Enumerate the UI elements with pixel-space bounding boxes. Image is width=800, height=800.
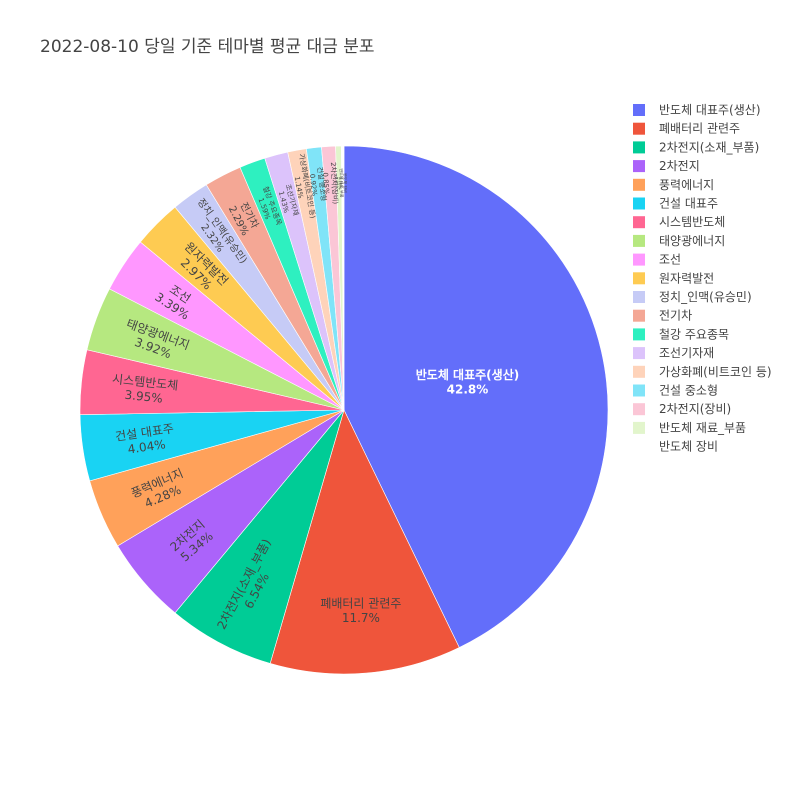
slice-label-8: 조선3.39% [152,278,199,323]
legend-label-0: 반도체 대표주(생산) [659,103,761,117]
legend-swatch-6 [633,216,645,229]
legend-label-18: 반도체 장비 [659,440,718,454]
legend-swatch-4 [633,178,645,191]
legend-swatch-8 [633,253,645,266]
legend-item-10[interactable]: 정치_인맥(유승민) [633,290,752,304]
legend-item-3[interactable]: 2차전지 [633,159,700,173]
legend-label-9: 원자력발전 [659,271,714,285]
legend-item-9[interactable]: 원자력발전 [633,271,714,285]
legend-label-10: 정치_인맥(유승민) [659,290,752,304]
legend-swatch-5 [633,197,645,210]
legend-label-13: 조선기자재 [659,346,714,360]
legend-label-1: 폐배터리 관련주 [659,122,740,136]
legend-item-0[interactable]: 반도체 대표주(생산) [633,103,761,117]
legend-item-8[interactable]: 조선 [633,253,681,267]
slice-label-15: 건설 중소형0.92% [307,166,328,202]
pie-slice-18[interactable] [341,145,345,411]
pie-slices [79,145,609,675]
legend-item-18[interactable]: 반도체 장비 [633,440,718,454]
legend-item-1[interactable]: 폐배터리 관련주 [633,122,740,136]
legend-swatch-17 [633,421,645,434]
legend-item-16[interactable]: 2차전지(장비) [633,402,731,416]
slice-label-5: 건설 대표주4.04% [114,421,176,458]
legend-swatch-10 [633,291,645,303]
legend-swatch-12 [633,328,645,341]
legend-label-2: 2차전지(소재_부품) [659,140,759,154]
legend-label-3: 2차전지 [659,159,700,173]
legend-item-15[interactable]: 건설 중소형 [633,384,718,398]
legend[interactable]: 반도체 대표주(생산) 폐배터리 관련주 2차전지(소재_부품) 2차전지풍력에너지건… [633,103,772,454]
legend-label-4: 풍력에너지 [659,178,714,192]
pie-slice-2[interactable] [174,409,345,664]
legend-label-17: 반도체 재료_부품 [659,421,746,435]
legend-swatch-1 [633,122,645,135]
legend-label-7: 태양광에너지 [659,234,725,248]
slice-label-18: 반도체 장비0.16% [338,173,349,193]
legend-item-11[interactable]: 전기차 [633,309,692,323]
legend-label-8: 조선 [659,253,681,267]
legend-swatch-16 [633,403,645,416]
legend-label-12: 철강 주요종목 [659,327,729,341]
pie-slice-1[interactable] [269,409,460,675]
legend-swatch-2 [633,141,645,154]
slice-label-6: 시스템반도체3.95% [110,372,179,407]
legend-swatch-7 [633,234,645,247]
legend-item-6[interactable]: 시스템반도체 [633,215,725,229]
pie-slice-0[interactable] [343,145,609,648]
legend-swatch-13 [633,347,645,360]
legend-swatch-14 [633,365,645,378]
legend-label-11: 전기차 [659,309,692,323]
legend-swatch-9 [633,272,645,285]
legend-item-13[interactable]: 조선기자재 [633,346,714,360]
slice-label-1: 폐배터리 관련주 11.7% [320,597,401,625]
legend-item-14[interactable]: 가상화폐(비트코인 등) [633,365,772,379]
legend-label-6: 시스템반도체 [659,215,725,229]
legend-item-4[interactable]: 풍력에너지 [633,178,714,192]
legend-swatch-15 [633,384,645,397]
legend-swatch-18 [633,440,645,453]
slice-label-0: 반도체 대표주(생산) 42.8% [416,367,519,396]
legend-item-12[interactable]: 철강 주요종목 [633,327,729,341]
chart-title: 2022-08-10 당일 기준 테마별 평균 대금 분포 [40,37,375,57]
legend-item-17[interactable]: 반도체 재료_부품 [633,421,746,435]
legend-label-5: 건설 대표주 [659,197,718,211]
legend-swatch-11 [633,309,645,322]
legend-item-2[interactable]: 2차전지(소재_부품) [633,140,759,154]
slice-label-16: 2차전지(장비)0.85% [320,162,340,205]
legend-swatch-3 [633,160,645,173]
legend-item-5[interactable]: 건설 대표주 [633,197,718,211]
legend-item-7[interactable]: 태양광에너지 [633,234,725,248]
legend-label-14: 가상화폐(비트코인 등) [659,365,772,379]
slice-label-17: 반도체 재료_부품0.35% [334,168,345,198]
legend-swatch-0 [633,104,645,116]
legend-label-16: 2차전지(장비) [659,402,731,416]
legend-label-15: 건설 중소형 [659,384,718,398]
